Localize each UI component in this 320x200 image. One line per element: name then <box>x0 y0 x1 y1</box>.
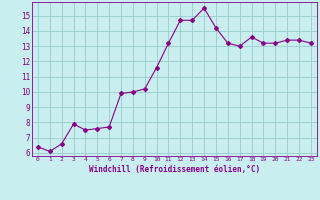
X-axis label: Windchill (Refroidissement éolien,°C): Windchill (Refroidissement éolien,°C) <box>89 165 260 174</box>
